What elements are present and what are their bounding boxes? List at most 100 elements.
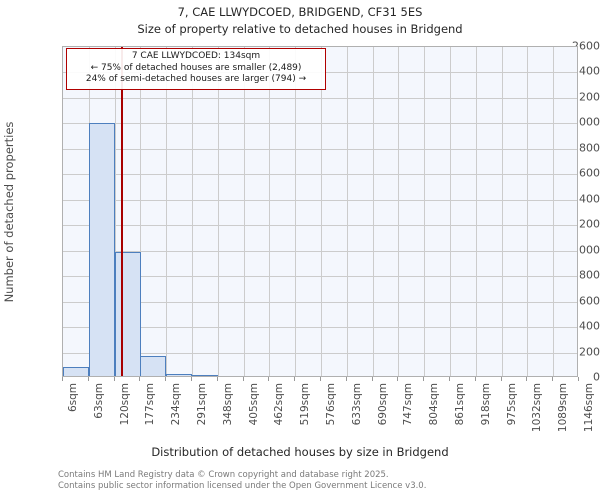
property-annotation-box: 7 CAE LLWYDCOED: 134sqm ← 75% of detache… bbox=[66, 48, 326, 90]
gridline bbox=[63, 327, 577, 329]
x-axis-tick-mark bbox=[372, 377, 373, 381]
x-axis-tick-mark bbox=[243, 377, 244, 381]
gridline bbox=[218, 47, 219, 376]
x-axis-tick-label: 177sqm bbox=[143, 383, 156, 426]
gridline bbox=[63, 97, 577, 99]
x-axis-tick-label: 633sqm bbox=[350, 383, 363, 426]
x-axis-tick-label: 234sqm bbox=[169, 383, 182, 426]
gridline bbox=[63, 148, 577, 150]
plot-area bbox=[62, 46, 578, 377]
x-axis-tick-label: 120sqm bbox=[118, 383, 131, 426]
gridline bbox=[63, 250, 577, 252]
annotation-line-1: 7 CAE LLWYDCOED: 134sqm bbox=[131, 51, 261, 61]
y-axis-tick-label: 2200 bbox=[572, 90, 600, 104]
histogram-bar bbox=[192, 375, 218, 376]
x-axis-tick-mark bbox=[165, 377, 166, 381]
gridline bbox=[269, 47, 270, 376]
x-axis-tick-label: 1146sqm bbox=[582, 383, 595, 433]
x-axis-tick-mark bbox=[139, 377, 140, 381]
x-axis-tick-label: 975sqm bbox=[505, 383, 518, 426]
annotation-line-3: 24% of semi-detached houses are larger (… bbox=[85, 74, 307, 85]
x-axis-tick-mark bbox=[294, 377, 295, 381]
gridline bbox=[502, 47, 503, 376]
gridline bbox=[321, 47, 322, 376]
x-axis-tick-label: 348sqm bbox=[221, 383, 234, 426]
histogram-bar bbox=[89, 123, 115, 376]
footer-line-2: Contains public sector information licen… bbox=[58, 481, 427, 491]
x-axis-tick-mark bbox=[423, 377, 424, 381]
y-axis-tick-label: 1200 bbox=[572, 217, 600, 231]
x-axis-tick-label: 747sqm bbox=[401, 383, 414, 426]
chart-title: 7, CAE LLWYDCOED, BRIDGEND, CF31 5ES bbox=[177, 5, 423, 19]
y-axis-tick-label: 600 bbox=[579, 294, 600, 308]
histogram-bar bbox=[115, 251, 141, 376]
gridline bbox=[553, 47, 554, 376]
footer-line-1: Contains HM Land Registry data © Crown c… bbox=[58, 470, 389, 480]
histogram-bar bbox=[140, 356, 166, 376]
y-axis-tick-label: 2400 bbox=[572, 64, 600, 78]
gridline bbox=[347, 47, 348, 376]
y-axis-tick-label: 800 bbox=[579, 268, 600, 282]
x-axis-tick-mark bbox=[320, 377, 321, 381]
y-axis-tick-label: 400 bbox=[579, 319, 600, 333]
gridline bbox=[63, 301, 577, 303]
x-axis-tick-mark bbox=[191, 377, 192, 381]
x-axis-tick-mark bbox=[475, 377, 476, 381]
histogram-bar bbox=[166, 374, 192, 376]
y-axis-tick-label: 1400 bbox=[572, 192, 600, 206]
gridline bbox=[63, 199, 577, 201]
gridline bbox=[192, 47, 193, 376]
x-axis-tick-mark bbox=[578, 377, 579, 381]
y-axis-tick-label: 2000 bbox=[572, 115, 600, 129]
x-axis-tick-label: 291sqm bbox=[195, 383, 208, 426]
x-axis-tick-mark bbox=[526, 377, 527, 381]
x-axis-tick-mark bbox=[397, 377, 398, 381]
gridline bbox=[295, 47, 296, 376]
x-axis-tick-mark bbox=[62, 377, 63, 381]
x-axis-tick-label: 63sqm bbox=[92, 383, 105, 419]
property-size-marker-line bbox=[120, 47, 123, 376]
chart-footer: Contains HM Land Registry data © Crown c… bbox=[58, 470, 426, 492]
x-axis-tick-mark bbox=[552, 377, 553, 381]
gridline bbox=[424, 47, 425, 376]
gridline bbox=[140, 47, 141, 376]
x-axis-tick-label: 462sqm bbox=[272, 383, 285, 426]
x-axis-tick-label: 6sqm bbox=[66, 383, 79, 413]
y-axis-label: Number of detached properties bbox=[2, 121, 16, 302]
gridline bbox=[63, 276, 577, 278]
x-axis-label: Distribution of detached houses by size … bbox=[151, 445, 449, 459]
y-axis-tick-label: 200 bbox=[579, 345, 600, 359]
histogram-bar bbox=[63, 367, 89, 376]
x-axis-tick-mark bbox=[346, 377, 347, 381]
x-axis-tick-mark bbox=[88, 377, 89, 381]
x-axis-tick-mark bbox=[449, 377, 450, 381]
x-axis-tick-label: 1032sqm bbox=[530, 383, 543, 433]
gridline bbox=[450, 47, 451, 376]
gridline bbox=[527, 47, 528, 376]
x-axis-tick-label: 918sqm bbox=[479, 383, 492, 426]
x-axis-tick-label: 861sqm bbox=[453, 383, 466, 426]
x-axis-tick-mark bbox=[501, 377, 502, 381]
gridline bbox=[63, 174, 577, 176]
gridline bbox=[398, 47, 399, 376]
annotation-line-2: ← 75% of detached houses are smaller (2,… bbox=[90, 62, 302, 73]
gridline bbox=[166, 47, 167, 376]
x-axis-tick-mark bbox=[114, 377, 115, 381]
chart-subtitle: Size of property relative to detached ho… bbox=[137, 22, 463, 36]
gridline bbox=[244, 47, 245, 376]
x-axis-tick-label: 690sqm bbox=[376, 383, 389, 426]
y-axis-tick-label: 2600 bbox=[572, 39, 600, 53]
x-axis-tick-label: 804sqm bbox=[427, 383, 440, 426]
gridline bbox=[373, 47, 374, 376]
x-axis-tick-label: 519sqm bbox=[298, 383, 311, 426]
y-axis-tick-label: 0 bbox=[593, 370, 600, 384]
x-axis-tick-mark bbox=[268, 377, 269, 381]
gridline bbox=[476, 47, 477, 376]
x-axis-tick-label: 576sqm bbox=[324, 383, 337, 426]
x-axis-tick-mark bbox=[217, 377, 218, 381]
gridline bbox=[63, 225, 577, 227]
y-axis-tick-label: 1600 bbox=[572, 166, 600, 180]
y-axis-tick-label: 1000 bbox=[572, 243, 600, 257]
gridline bbox=[63, 352, 577, 354]
